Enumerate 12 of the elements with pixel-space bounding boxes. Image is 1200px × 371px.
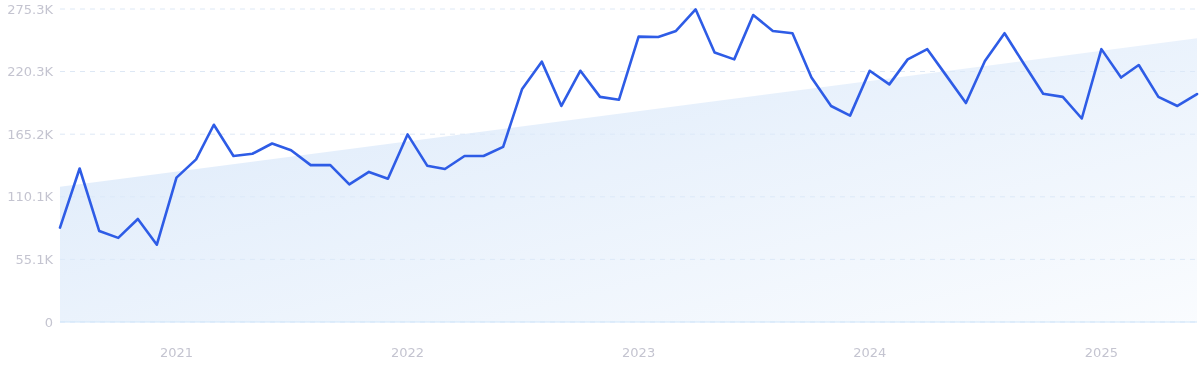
- y-tick-label: 220.3K: [7, 64, 54, 80]
- x-tick-label: 2021: [159, 345, 194, 360]
- y-tick-label: 0: [44, 314, 53, 330]
- y-tick-label: 275.3K: [7, 1, 54, 17]
- line-series: [58, 8, 1199, 246]
- x-tick-label: 2023: [622, 345, 656, 360]
- x-tick-label: 2024: [853, 345, 887, 360]
- y-tick-label: 110.1K: [7, 189, 54, 205]
- x-tick-label: 2025: [1084, 345, 1118, 360]
- x-tick-label: 2022: [391, 345, 425, 360]
- y-tick-label: 165.2K: [7, 126, 54, 142]
- y-tick-label: 55.1K: [15, 251, 54, 267]
